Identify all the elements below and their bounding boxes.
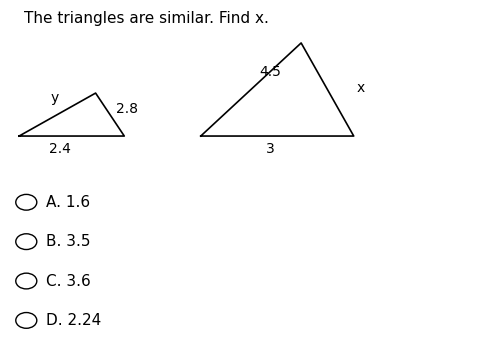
Text: x: x: [357, 81, 365, 95]
Text: A. 1.6: A. 1.6: [46, 195, 90, 210]
Text: B. 3.5: B. 3.5: [46, 234, 91, 249]
Text: 3: 3: [266, 141, 274, 156]
Text: D. 2.24: D. 2.24: [46, 313, 102, 328]
Text: 2.8: 2.8: [116, 102, 138, 116]
Text: y: y: [51, 91, 59, 106]
Text: The triangles are similar. Find x.: The triangles are similar. Find x.: [24, 11, 269, 26]
Text: 4.5: 4.5: [259, 64, 281, 79]
Text: C. 3.6: C. 3.6: [46, 274, 91, 289]
Text: 2.4: 2.4: [49, 141, 71, 156]
